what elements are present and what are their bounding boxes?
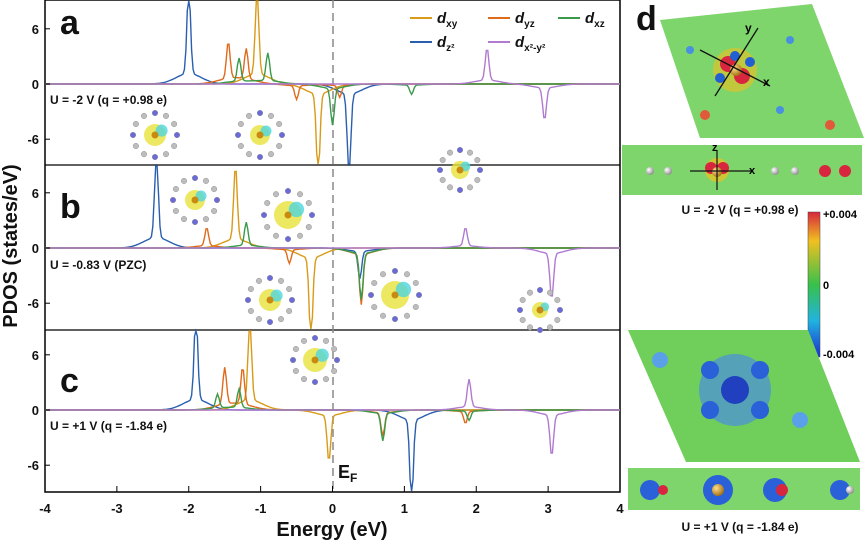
x-tick-label: 1 [401, 501, 408, 516]
legend-label-d_xz: dxz [585, 10, 605, 30]
x-tick-label: -3 [111, 501, 123, 516]
legend-label-d_xy: dxy [437, 10, 458, 30]
legend: dxy dyz dxz dz² dx²-y² [410, 10, 605, 54]
molecule-inset [290, 335, 341, 386]
legend-label-d_x2-y2: dx²-y² [515, 34, 546, 54]
molecule-inset [517, 287, 564, 334]
panel-label-c: c [60, 362, 79, 400]
series-d_x2-y2-panel-c [45, 378, 620, 454]
panel-label-a: a [60, 4, 80, 42]
x-tick-label: 3 [545, 501, 552, 516]
colorbar-mid: 0 [823, 280, 829, 292]
x-tick-label: -2 [183, 501, 195, 516]
panel-d-caption-bottom: U = +1 V (q = -1.84 e) [681, 520, 798, 534]
colorbar-min: -0.004 [823, 349, 855, 361]
axis-label-x-top: x [763, 75, 770, 89]
y-tick-label: 0 [32, 403, 39, 418]
y-tick-label: -6 [27, 458, 39, 473]
fermi-label: EF [338, 462, 357, 485]
y-axis-title: PDOS (states/eV) [0, 164, 22, 327]
y-tick-label: -6 [27, 132, 39, 147]
tick-layer: 6 0 -6 6 0 -6 6 0 -6 -4 -3 -2 -1 0 1 2 3 4 [27, 22, 624, 516]
molecule-inset [261, 187, 316, 242]
colorbar-max: +0.004 [823, 209, 858, 221]
series-d_x2-y2-panel-a [45, 49, 620, 119]
y-tick-label: 6 [32, 22, 39, 37]
molecule-inset [169, 174, 220, 225]
panel-b-condition: U = -0.83 V (PZC) [50, 258, 146, 272]
x-axis-title: Energy (eV) [276, 519, 387, 541]
y-tick-label: 0 [32, 77, 39, 92]
y-tick-label: 0 [32, 241, 39, 256]
charge-map-top-features: x y [686, 21, 835, 130]
series-d_x2-y2-panel-b [45, 228, 620, 297]
y-tick-label: -6 [27, 296, 39, 311]
panel-d-caption-top: U = -2 V (q = +0.98 e) [681, 203, 798, 217]
legend-label-d_z2: dz² [437, 34, 455, 54]
x-tick-label: 0 [329, 501, 336, 516]
axis-label-y-top: y [745, 21, 752, 35]
x-tick-label: -1 [255, 501, 267, 516]
panel-c-condition: U = +1 V (q = -1.84 e) [50, 419, 167, 433]
axis-label-z-side: z [712, 142, 718, 154]
legend-label-d_yz: dyz [515, 10, 535, 30]
charge-map-top-side-features: x z [646, 142, 851, 190]
axis-label-x-side: x [749, 165, 756, 177]
x-tick-label: 4 [616, 501, 624, 516]
molecule-inset [368, 268, 423, 323]
molecule-inset [437, 146, 484, 193]
y-tick-label: 6 [32, 348, 39, 363]
pdos-series-layer [45, 0, 620, 492]
charge-map-top [660, 4, 864, 138]
panel-d: d x y [622, 0, 864, 534]
panel-label-b: b [60, 188, 81, 226]
charge-map-bottom-features [652, 352, 808, 428]
x-tick-label: 2 [473, 501, 480, 516]
y-tick-label: 6 [32, 186, 39, 201]
panel-a-condition: U = -2 V (q = +0.98 e) [50, 93, 167, 107]
charge-map-bottom-side-features [640, 475, 854, 505]
panel-label-d: d [636, 0, 657, 38]
molecule-inset [234, 109, 286, 160]
charge-density-insets [129, 109, 564, 386]
x-tick-label: -4 [39, 501, 51, 516]
molecule-inset [244, 275, 296, 326]
molecule-inset [129, 109, 180, 160]
